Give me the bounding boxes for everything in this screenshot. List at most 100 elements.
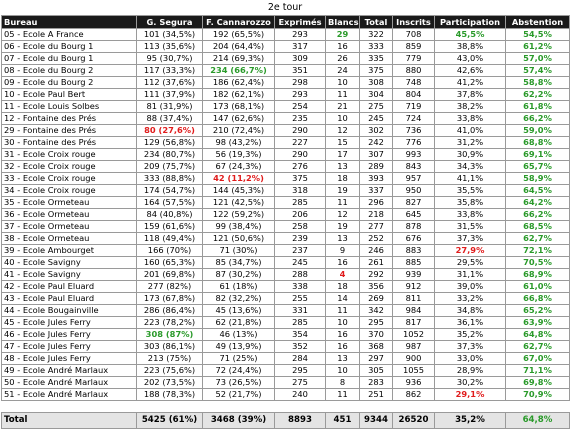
cell-bureau: 39 - Ecole Ambourget bbox=[1, 244, 137, 257]
cell-blancs: 4 bbox=[325, 268, 360, 281]
cell-bureau: 44 - Ecole Bougainville bbox=[1, 304, 137, 317]
cell-bureau: 41 - Ecole Savigny bbox=[1, 268, 137, 281]
cell-bureau: 11 - Ecole Louis Solbes bbox=[1, 100, 137, 113]
cell-exprimes: 331 bbox=[274, 304, 326, 317]
cell-participation: 30,9% bbox=[434, 148, 506, 161]
cell-exprimes: 206 bbox=[274, 208, 326, 221]
cell-blancs: 9 bbox=[325, 244, 360, 257]
cell-blancs: 12 bbox=[325, 124, 360, 137]
cell-blancs: 19 bbox=[325, 220, 360, 233]
cell-total: 307 bbox=[359, 148, 393, 161]
table-row: 29 - Fontaine des Prés 80 (27,6%) 210 (72,… bbox=[1, 124, 570, 137]
table-row: 09 - Ecole du Bourg 2 112 (37,6%) 186 (62,… bbox=[1, 76, 570, 89]
cell-bureau: 40 - Ecole Savigny bbox=[1, 256, 137, 269]
cell-exprimes: 375 bbox=[274, 172, 326, 185]
cell-participation: 28,9% bbox=[434, 364, 506, 377]
cell-inscrits: 676 bbox=[392, 232, 435, 245]
cell-exprimes: 285 bbox=[274, 316, 326, 329]
cell-segura: 101 (34,5%) bbox=[136, 28, 203, 41]
cell-cannarozzo: 147 (62,6%) bbox=[202, 112, 275, 125]
cell-exprimes: 290 bbox=[274, 148, 326, 161]
cell-bureau: 29 - Fontaine des Prés bbox=[1, 124, 137, 137]
cell-cannarozzo: 56 (19,3%) bbox=[202, 148, 275, 161]
cell-blancs: 16 bbox=[325, 256, 360, 269]
cell-inscrits: 950 bbox=[392, 184, 435, 197]
table-row: 33 - Ecole Croix rouge 333 (88,8%) 42 (11,… bbox=[1, 172, 570, 185]
cell-participation: 35,8% bbox=[434, 196, 506, 209]
cell-inscrits: 827 bbox=[392, 196, 435, 209]
cell-total: 283 bbox=[359, 376, 393, 389]
cell-blancs: 12 bbox=[325, 208, 360, 221]
cell-cannarozzo: 121 (42,5%) bbox=[202, 196, 275, 209]
header-abstention: Abstention bbox=[505, 15, 570, 29]
cell-cannarozzo: 186 (62,4%) bbox=[202, 76, 275, 89]
cell-exprimes: 237 bbox=[274, 244, 326, 257]
cell-blancs: 13 bbox=[325, 352, 360, 365]
cell-bureau: 07 - Ecole du Bourg 1 bbox=[1, 52, 137, 65]
cell-participation: 41,2% bbox=[434, 76, 506, 89]
cell-abstention: 64,5% bbox=[505, 184, 570, 197]
cell-cannarozzo: 173 (68,1%) bbox=[202, 100, 275, 113]
cell-abstention: 64,2% bbox=[505, 196, 570, 209]
cell-exprimes: 317 bbox=[274, 40, 326, 53]
cell-exprimes: 240 bbox=[274, 388, 326, 401]
cell-cannarozzo: 71 (30%) bbox=[202, 244, 275, 257]
cell-bureau: 30 - Fontaine des Prés bbox=[1, 136, 137, 149]
cell-bureau: 34 - Ecole Croix rouge bbox=[1, 184, 137, 197]
cell-cannarozzo: 82 (32,2%) bbox=[202, 292, 275, 305]
cell-abstention: 54,5% bbox=[505, 28, 570, 41]
cell-cannarozzo: 87 (30,2%) bbox=[202, 268, 275, 281]
cell-abstention: 70,5% bbox=[505, 256, 570, 269]
cell-bureau: 49 - Ecole André Marlaux bbox=[1, 364, 137, 377]
table-row: 31 - Ecole Croix rouge 234 (80,7%) 56 (19,… bbox=[1, 148, 570, 161]
cell-abstention: 57,0% bbox=[505, 52, 570, 65]
cell-inscrits: 984 bbox=[392, 304, 435, 317]
cell-abstention: 58,9% bbox=[505, 172, 570, 185]
cell-participation: 31,2% bbox=[434, 136, 506, 149]
cell-inscrits: 708 bbox=[392, 28, 435, 41]
cell-cannarozzo: 67 (24,3%) bbox=[202, 160, 275, 173]
cell-segura: 95 (30,7%) bbox=[136, 52, 203, 65]
cell-participation: 38,2% bbox=[434, 100, 506, 113]
table-row: 44 - Ecole Bougainville 286 (86,4%) 45 (13… bbox=[1, 304, 570, 317]
cell-inscrits: 645 bbox=[392, 208, 435, 221]
cell-participation: 31,5% bbox=[434, 220, 506, 233]
cell-abstention: 67,0% bbox=[505, 352, 570, 365]
cell-segura: 80 (27,6%) bbox=[136, 124, 203, 137]
cell-participation: 29,5% bbox=[434, 256, 506, 269]
table-row: 30 - Fontaine des Prés 129 (56,8%) 98 (43,… bbox=[1, 136, 570, 149]
cell-blancs: 16 bbox=[325, 340, 360, 353]
cell-cannarozzo: 52 (21,7%) bbox=[202, 388, 275, 401]
cell-cannarozzo: 62 (21,8%) bbox=[202, 316, 275, 329]
cell-segura: 111 (37,9%) bbox=[136, 88, 203, 101]
spacer-cell bbox=[2, 401, 570, 413]
cell-bureau: 36 - Ecole Ormeteau bbox=[1, 208, 137, 221]
cell-cannarozzo: 144 (45,3%) bbox=[202, 184, 275, 197]
table-row: 43 - Ecole Paul Eluard 173 (67,8%) 82 (32,… bbox=[1, 292, 570, 305]
cell-bureau: 12 - Fontaine des Prés bbox=[1, 112, 137, 125]
cell-total: 261 bbox=[359, 256, 393, 269]
cell-participation: 45,5% bbox=[434, 28, 506, 41]
cell-total: 368 bbox=[359, 340, 393, 353]
spacer-row bbox=[2, 401, 570, 413]
cell-cannarozzo: 210 (72,4%) bbox=[202, 124, 275, 137]
table-row: 38 - Ecole Ormeteau 118 (49,4%) 121 (50,6%… bbox=[1, 232, 570, 245]
cell-cannarozzo: 45 (13,6%) bbox=[202, 304, 275, 317]
cell-bureau: 31 - Ecole Croix rouge bbox=[1, 148, 137, 161]
cell-segura: 164 (57,5%) bbox=[136, 196, 203, 209]
cell-segura: 159 (61,6%) bbox=[136, 220, 203, 233]
cell-inscrits: 779 bbox=[392, 52, 435, 65]
cell-abstention: 65,2% bbox=[505, 304, 570, 317]
cell-blancs: 11 bbox=[325, 196, 360, 209]
cell-exprimes: 293 bbox=[274, 28, 326, 41]
cell-total: 246 bbox=[359, 244, 393, 257]
table-row: 51 - Ecole André Marlaux 188 (78,3%) 52 (2… bbox=[1, 388, 570, 401]
cell-segura: 202 (73,5%) bbox=[136, 376, 203, 389]
cell-participation: 30,2% bbox=[434, 376, 506, 389]
cell-participation: 27,9% bbox=[434, 244, 506, 257]
cell-participation: 33,8% bbox=[434, 112, 506, 125]
cell-total: 342 bbox=[359, 304, 393, 317]
cell-total: 302 bbox=[359, 124, 393, 137]
cell-bureau: 47 - Ecole Jules Ferry bbox=[1, 340, 137, 353]
cell-total: 375 bbox=[359, 64, 393, 77]
